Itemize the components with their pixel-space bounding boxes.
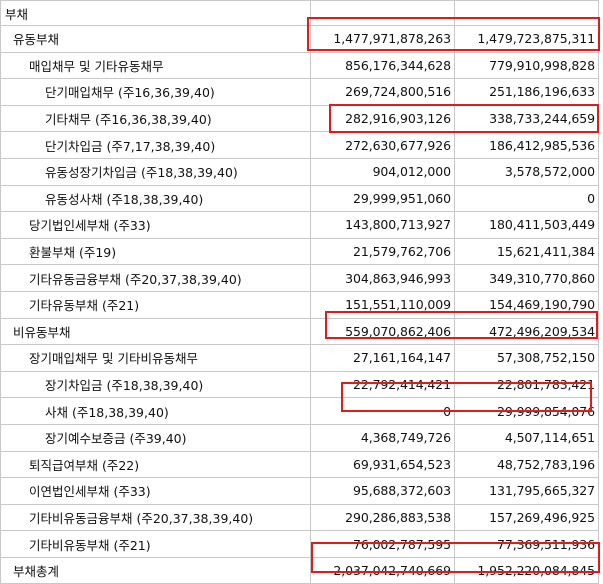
prior-period-value: 29,999,854,076	[454, 397, 599, 425]
row-label: 사채 (주18,38,39,40)	[0, 397, 311, 425]
table-row: 유동부채 1,477,971,878,263 1,479,723,875,311	[0, 25, 599, 53]
prior-period-value: 251,186,196,633	[454, 78, 599, 106]
row-label: 당기법인세부채 (주33)	[0, 211, 311, 239]
row-label: 유동성사채 (주18,38,39,40)	[0, 184, 311, 213]
row-label: 퇴직급여부채 (주22)	[0, 450, 311, 479]
current-period-value: 304,863,946,993	[310, 264, 455, 292]
current-period-value: 143,800,713,927	[310, 211, 455, 239]
empty-cell	[454, 0, 599, 26]
table-row: 장기매입채무 및 기타비유동채무 27,161,164,147 57,308,752…	[0, 344, 599, 372]
current-period-value: 559,070,862,406	[310, 317, 455, 346]
row-label: 매입채무 및 기타유동채무	[0, 51, 311, 80]
current-period-value: 1,477,971,878,263	[310, 25, 455, 53]
current-period-value: 2,037,042,740,669	[310, 556, 455, 584]
prior-period-value: 48,752,783,196	[454, 450, 599, 479]
current-period-value: 76,002,787,595	[310, 530, 455, 558]
prior-period-value: 338,733,244,659	[454, 104, 599, 133]
prior-period-value: 1,952,220,084,845	[454, 556, 599, 584]
prior-period-value: 22,801,783,421	[454, 370, 599, 399]
current-period-value: 0	[310, 397, 455, 425]
empty-cell	[310, 0, 455, 26]
section-header: 부채	[0, 0, 311, 26]
prior-period-value: 0	[454, 184, 599, 213]
prior-period-value: 3,578,572,000	[454, 157, 599, 186]
prior-period-value: 180,411,503,449	[454, 211, 599, 239]
row-label: 환불부채 (주19)	[0, 237, 311, 266]
current-period-value: 4,368,749,726	[310, 423, 455, 452]
current-period-value: 22,792,414,421	[310, 370, 455, 399]
current-period-value: 282,916,903,126	[310, 104, 455, 133]
table-row: 유동성사채 (주18,38,39,40) 29,999,951,060 0	[0, 184, 599, 213]
table-row: 단기매입채무 (주16,36,39,40) 269,724,800,516 251,…	[0, 78, 599, 106]
table-row: 기타비유동금융부채 (주20,37,38,39,40) 290,286,883,5…	[0, 503, 599, 532]
table-row: 유동성장기차입금 (주18,38,39,40) 904,012,000 3,578,…	[0, 157, 599, 186]
table-row: 기타유동부채 (주21) 151,551,110,009 154,469,190,7…	[0, 290, 599, 319]
table-row: 매입채무 및 기타유동채무 856,176,344,628 779,910,998,…	[0, 51, 599, 80]
current-period-value: 904,012,000	[310, 157, 455, 186]
row-label: 단기매입채무 (주16,36,39,40)	[0, 78, 311, 106]
table-row: 이연법인세부채 (주33) 95,688,372,603 131,795,665,3…	[0, 477, 599, 505]
table-row: 사채 (주18,38,39,40) 0 29,999,854,076	[0, 397, 599, 425]
current-period-value: 69,931,654,523	[310, 450, 455, 479]
table-row: 단기차입금 (주7,17,38,39,40) 272,630,677,926 186…	[0, 131, 599, 159]
table-row: 환불부채 (주19) 21,579,762,706 15,621,411,384	[0, 237, 599, 266]
current-period-value: 290,286,883,538	[310, 503, 455, 532]
current-period-value: 95,688,372,603	[310, 477, 455, 505]
table-row: 기타채무 (주16,36,38,39,40) 282,916,903,126 338…	[0, 104, 599, 133]
table-row: 비유동부채 559,070,862,406 472,496,209,534	[0, 317, 599, 346]
row-label: 기타유동금융부채 (주20,37,38,39,40)	[0, 264, 311, 292]
prior-period-value: 4,507,114,651	[454, 423, 599, 452]
prior-period-value: 57,308,752,150	[454, 344, 599, 372]
current-period-value: 272,630,677,926	[310, 131, 455, 159]
table-row: 부채총계 2,037,042,740,669 1,952,220,084,845	[0, 556, 599, 584]
table-row: 기타비유동부채 (주21) 76,002,787,595 77,369,511,93…	[0, 530, 599, 558]
row-label: 기타채무 (주16,36,38,39,40)	[0, 104, 311, 133]
row-label: 장기예수보증금 (주39,40)	[0, 423, 311, 452]
row-label: 유동부채	[0, 25, 311, 53]
prior-period-value: 154,469,190,790	[454, 290, 599, 319]
table-row: 퇴직급여부채 (주22) 69,931,654,523 48,752,783,196	[0, 450, 599, 479]
table-row: 기타유동금융부채 (주20,37,38,39,40) 304,863,946,99…	[0, 264, 599, 292]
row-label: 장기차입금 (주18,38,39,40)	[0, 370, 311, 399]
current-period-value: 27,161,164,147	[310, 344, 455, 372]
prior-period-value: 15,621,411,384	[454, 237, 599, 266]
prior-period-value: 131,795,665,327	[454, 477, 599, 505]
row-label: 장기매입채무 및 기타비유동채무	[0, 344, 311, 372]
current-period-value: 269,724,800,516	[310, 78, 455, 106]
current-period-value: 151,551,110,009	[310, 290, 455, 319]
prior-period-value: 1,479,723,875,311	[454, 25, 599, 53]
row-label: 부채총계	[0, 556, 311, 584]
table-row: 장기예수보증금 (주39,40) 4,368,749,726 4,507,114,6…	[0, 423, 599, 452]
row-label: 이연법인세부채 (주33)	[0, 477, 311, 505]
prior-period-value: 349,310,770,860	[454, 264, 599, 292]
prior-period-value: 779,910,998,828	[454, 51, 599, 80]
table-row: 장기차입금 (주18,38,39,40) 22,792,414,421 22,801…	[0, 370, 599, 399]
row-label: 기타유동부채 (주21)	[0, 290, 311, 319]
row-label: 비유동부채	[0, 317, 311, 346]
current-period-value: 21,579,762,706	[310, 237, 455, 266]
row-label: 기타비유동부채 (주21)	[0, 530, 311, 558]
section-header-row: 부채	[0, 0, 599, 26]
row-label: 유동성장기차입금 (주18,38,39,40)	[0, 157, 311, 186]
current-period-value: 29,999,951,060	[310, 184, 455, 213]
row-label: 기타비유동금융부채 (주20,37,38,39,40)	[0, 503, 311, 532]
table-row: 당기법인세부채 (주33) 143,800,713,927 180,411,503,…	[0, 211, 599, 239]
current-period-value: 856,176,344,628	[310, 51, 455, 80]
prior-period-value: 472,496,209,534	[454, 317, 599, 346]
prior-period-value: 157,269,496,925	[454, 503, 599, 532]
row-label: 단기차입금 (주7,17,38,39,40)	[0, 131, 311, 159]
prior-period-value: 77,369,511,936	[454, 530, 599, 558]
prior-period-value: 186,412,985,536	[454, 131, 599, 159]
